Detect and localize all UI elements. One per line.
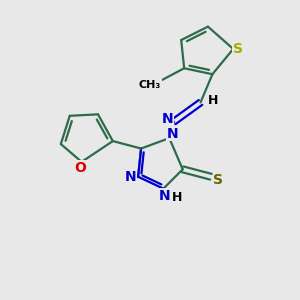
- Text: CH₃: CH₃: [139, 80, 161, 90]
- Text: O: O: [74, 161, 86, 175]
- Text: N: N: [167, 127, 178, 141]
- Text: S: S: [233, 42, 243, 56]
- Text: N: N: [125, 170, 136, 184]
- Text: S: S: [213, 173, 224, 187]
- Text: H: H: [172, 191, 182, 204]
- Text: N: N: [159, 189, 171, 203]
- Text: N: N: [161, 112, 173, 126]
- Text: H: H: [208, 94, 218, 107]
